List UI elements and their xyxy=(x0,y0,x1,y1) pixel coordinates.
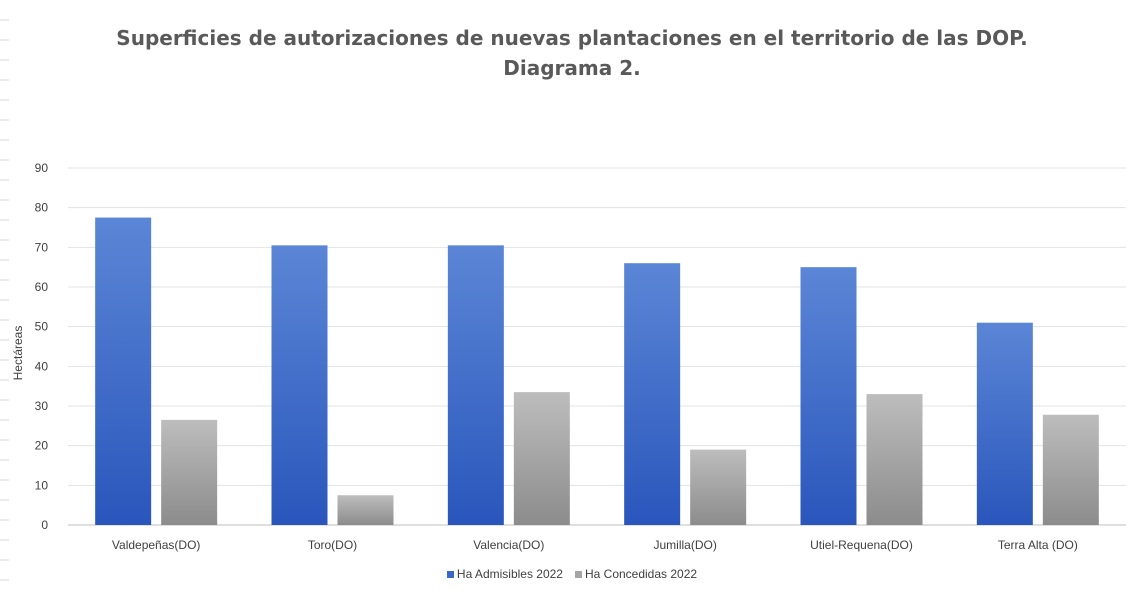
y-tick-label: 10 xyxy=(35,478,49,492)
x-tick-label: Terra Alta (DO) xyxy=(998,538,1078,552)
legend-swatch xyxy=(446,571,454,578)
bar-admisibles-3[interactable] xyxy=(447,245,504,525)
y-tick-label: 20 xyxy=(35,439,49,453)
legend-item[interactable]: Ha Admisibles 2022 xyxy=(446,567,563,581)
bar-concedidas-5[interactable] xyxy=(866,394,923,525)
bar-concedidas-6[interactable] xyxy=(1042,414,1099,525)
plot-area: 0 10 20 30 40 50 60 70 80 90 Valdepeñas(DO) Toro(DO… xyxy=(35,161,1126,552)
x-tick-label: Jumilla(DO) xyxy=(653,538,716,552)
legend-label: Ha Admisibles 2022 xyxy=(456,567,563,581)
x-tick-label: Utiel-Requena(DO) xyxy=(810,538,913,552)
y-tick-label: 70 xyxy=(35,240,49,254)
x-tick-label: Valencia(DO) xyxy=(473,538,544,552)
y-tick-label: 60 xyxy=(35,280,49,294)
bar-admisibles-2[interactable] xyxy=(271,245,328,525)
y-tick-label: 0 xyxy=(41,518,48,532)
bar-admisibles-4[interactable] xyxy=(624,263,681,525)
chart-subtitle: Diagrama 2. xyxy=(503,56,641,80)
x-tick-label: Valdepeñas(DO) xyxy=(112,538,201,552)
legend: Ha Admisibles 2022 Ha Concedidas 2022 xyxy=(10,567,1134,581)
bar-concedidas-4[interactable] xyxy=(690,449,747,525)
bar-admisibles-1[interactable] xyxy=(95,217,152,526)
legend-label: Ha Concedidas 2022 xyxy=(584,567,698,581)
y-tick-label: 50 xyxy=(35,320,49,334)
bar-concedidas-3[interactable] xyxy=(513,392,570,525)
y-tick-label: 90 xyxy=(35,161,49,175)
bar-concedidas-1[interactable] xyxy=(161,419,218,525)
chart-area[interactable]: Superficies de autorizaciones de nuevas … xyxy=(10,0,1134,597)
legend-swatch xyxy=(574,571,582,578)
bar-admisibles-6[interactable] xyxy=(976,322,1033,525)
y-tick-label: 80 xyxy=(35,201,49,215)
y-tick-label: 40 xyxy=(35,359,49,373)
chart-title: Superficies de autorizaciones de nuevas … xyxy=(116,26,1028,50)
bar-admisibles-5[interactable] xyxy=(800,267,857,525)
bar-concedidas-2[interactable] xyxy=(337,495,394,525)
y-tick-label: 30 xyxy=(35,399,49,413)
x-tick-label: Toro(DO) xyxy=(308,538,357,552)
legend-item[interactable]: Ha Concedidas 2022 xyxy=(574,567,698,581)
